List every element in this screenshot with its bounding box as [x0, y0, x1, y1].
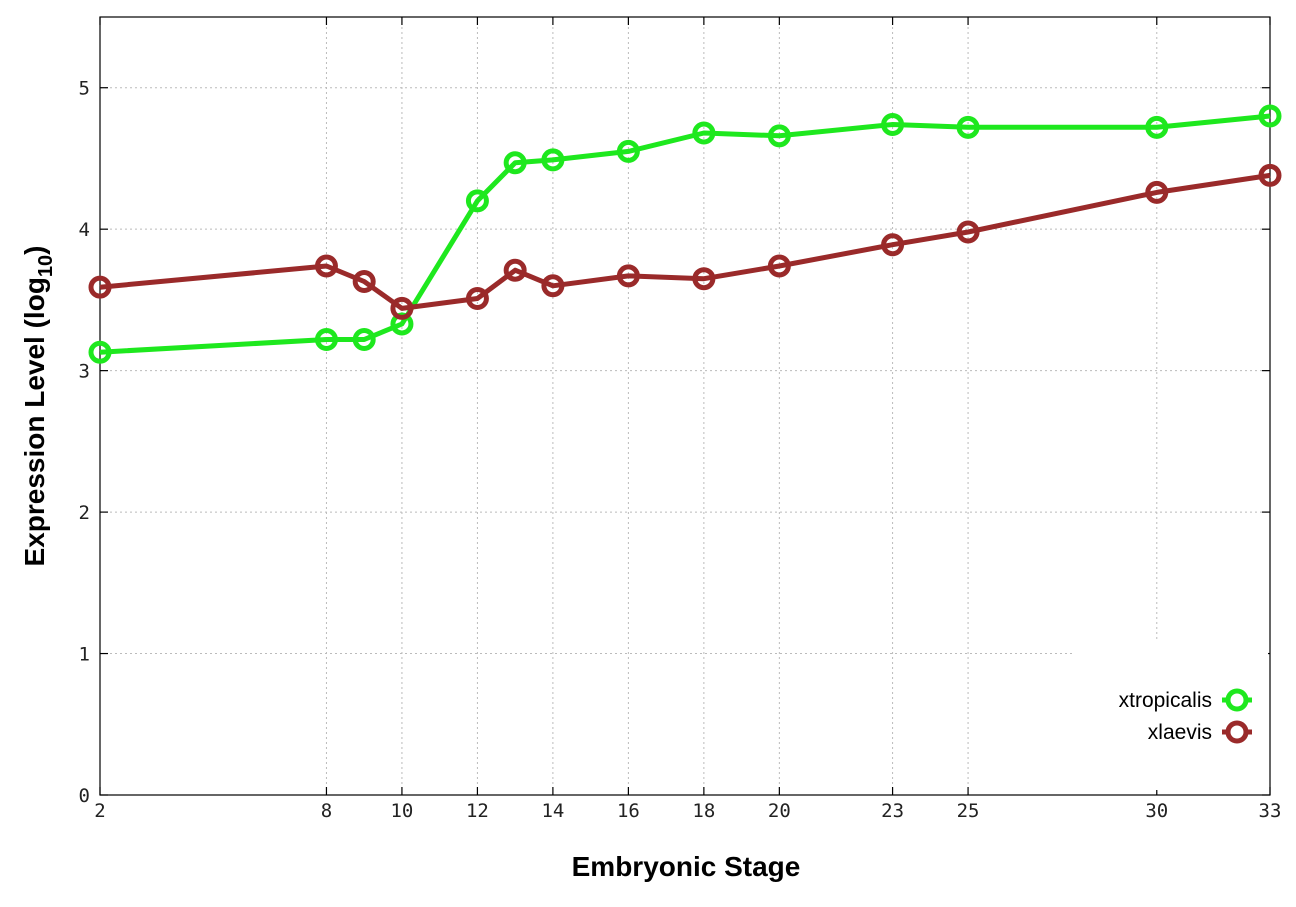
- legend-entry-xlaevis: xlaevis: [1148, 720, 1252, 744]
- data-point-xtropicalis: [465, 189, 489, 213]
- data-point-xlaevis: [314, 254, 338, 278]
- series-xlaevis: [88, 163, 1282, 320]
- x-tick-label: 2: [94, 800, 105, 822]
- y-tick-labels: 0 1 2 3 4 5: [79, 78, 90, 807]
- data-point-xtropicalis: [692, 121, 716, 145]
- y-tick-label: 5: [79, 78, 90, 100]
- y-tick-label: 1: [79, 644, 90, 666]
- x-tick-label: 23: [881, 800, 904, 822]
- data-point-xtropicalis: [541, 148, 565, 172]
- legend-label-xlaevis: xlaevis: [1148, 721, 1212, 744]
- x-tick-label: 30: [1145, 800, 1168, 822]
- data-point-xlaevis: [1145, 180, 1169, 204]
- data-point-xtropicalis: [503, 151, 527, 175]
- y-axis-title-subscript: 10: [35, 255, 57, 277]
- x-tick-label: 25: [957, 800, 980, 822]
- data-point-xlaevis: [1258, 163, 1282, 187]
- data-point-xtropicalis: [1258, 104, 1282, 128]
- data-point-xlaevis: [541, 274, 565, 298]
- x-axis-title: Embryonic Stage: [572, 851, 801, 882]
- data-point-xlaevis: [881, 233, 905, 257]
- data-point-xlaevis: [390, 296, 414, 320]
- y-tick-label: 2: [79, 502, 90, 524]
- y-axis-title: Expression Level (log10): [19, 246, 57, 567]
- data-point-xtropicalis: [88, 340, 112, 364]
- data-point-xtropicalis: [881, 113, 905, 137]
- data-point-xtropicalis: [616, 139, 640, 163]
- data-point-xlaevis: [465, 286, 489, 310]
- data-point-xtropicalis: [767, 124, 791, 148]
- legend-entry-xtropicalis: xtropicalis: [1119, 688, 1252, 712]
- plot-frame: [99, 16, 1271, 796]
- series-line-xlaevis: [99, 172, 1271, 311]
- legend-background: [1072, 640, 1268, 790]
- data-point-xlaevis: [616, 264, 640, 288]
- data-point-xlaevis: [692, 267, 716, 291]
- data-point-xtropicalis: [956, 115, 980, 139]
- data-point-xlaevis: [956, 220, 980, 244]
- legend-marker-xtropicalis: [1225, 688, 1249, 712]
- y-axis-title-close: ): [19, 246, 50, 255]
- x-tick-label: 33: [1259, 800, 1282, 822]
- data-point-xtropicalis: [1145, 115, 1169, 139]
- series-layer: [88, 104, 1282, 364]
- x-tick-label: 18: [692, 800, 715, 822]
- data-point-xtropicalis: [352, 328, 376, 352]
- y-tick-label: 0: [79, 785, 90, 807]
- series-line-xtropicalis: [99, 113, 1271, 355]
- data-point-xlaevis: [767, 254, 791, 278]
- data-point-xtropicalis: [314, 328, 338, 352]
- x-tick-label: 12: [466, 800, 489, 822]
- x-tick-labels: 2 8 10 12 14 16 18 20 23 25 30 33: [94, 800, 1281, 822]
- x-tick-label: 14: [541, 800, 564, 822]
- legend: xtropicalis xlaevis: [1072, 640, 1268, 790]
- data-point-xlaevis: [88, 275, 112, 299]
- y-tick-label: 4: [79, 219, 90, 241]
- x-tick-label: 20: [768, 800, 791, 822]
- data-point-xlaevis: [352, 270, 376, 294]
- y-tick-label: 3: [79, 361, 90, 383]
- legend-marker-xlaevis: [1225, 720, 1249, 744]
- legend-label-xtropicalis: xtropicalis: [1119, 689, 1212, 712]
- series-xtropicalis: [88, 104, 1282, 364]
- data-point-xlaevis: [503, 258, 527, 282]
- x-tick-label: 10: [390, 800, 413, 822]
- x-tick-label: 16: [617, 800, 640, 822]
- y-axis-title-main: Expression Level (log: [19, 277, 50, 566]
- x-tick-label: 8: [321, 800, 332, 822]
